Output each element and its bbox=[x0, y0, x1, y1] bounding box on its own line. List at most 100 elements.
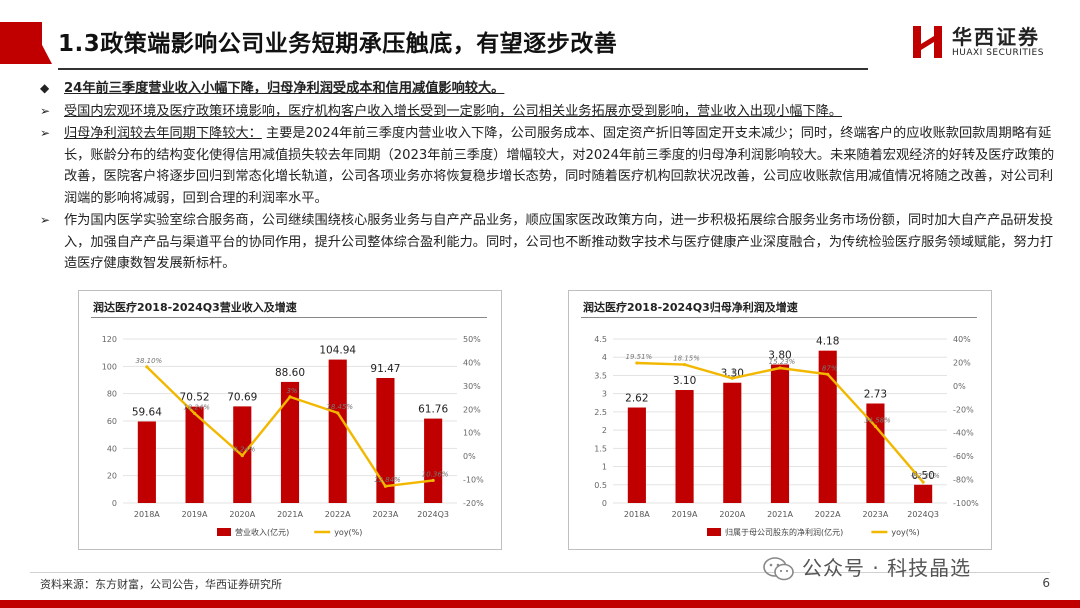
y-left-tick-label: 2 bbox=[602, 426, 607, 435]
yoy-value-label: 87% bbox=[822, 364, 838, 372]
y-left-tick-label: 3.5 bbox=[594, 371, 607, 380]
y-right-tick-label: 10% bbox=[463, 429, 481, 438]
revenue-chart-panel: 润达医疗2018-2024Q3营业收入及增速 0 20 40 60 80 100 120 -2… bbox=[78, 290, 502, 550]
y-right-tick-label: -60% bbox=[953, 452, 974, 461]
x-tick-label: 2022A bbox=[815, 510, 841, 519]
yoy-point bbox=[336, 411, 340, 415]
arrow-bullet-icon: ➢ bbox=[40, 213, 51, 227]
y-right-tick-label: 0% bbox=[953, 382, 966, 391]
x-tick-label: 2022A bbox=[325, 510, 351, 519]
yoy-value-label: 34.58% bbox=[864, 416, 891, 424]
y-left-tick-label: 40 bbox=[107, 444, 117, 453]
chart-title: 润达医疗2018-2024Q3营业收入及增速 bbox=[93, 301, 297, 314]
y-right-tick-label: -20% bbox=[953, 405, 974, 414]
chart-title: 润达医疗2018-2024Q3归母净利润及增速 bbox=[583, 301, 798, 314]
title-accent-block bbox=[0, 22, 42, 64]
bar-value-label: 59.64 bbox=[132, 406, 162, 418]
yoy-point bbox=[635, 361, 639, 365]
yoy-value-label: 3% bbox=[286, 387, 297, 395]
bar-value-label: 91.47 bbox=[370, 363, 400, 375]
y-left-tick-label: 80 bbox=[107, 390, 117, 399]
bottom-accent-bar bbox=[0, 600, 1080, 608]
y-left-tick-label: 20 bbox=[107, 472, 117, 481]
y-left-tick-label: 1.5 bbox=[594, 444, 607, 453]
yoy-value-label: 15.23% bbox=[769, 358, 796, 366]
watermark-text: 公众号 · 科技晶选 bbox=[802, 556, 972, 580]
yoy-point bbox=[921, 480, 925, 484]
legend-bar-label: 营业收入(亿元) bbox=[235, 527, 289, 537]
yoy-value-label: 18.45% bbox=[326, 403, 353, 411]
bar-value-label: 104.94 bbox=[319, 345, 356, 357]
yoy-value-label: 18.24% bbox=[183, 403, 210, 411]
bullet-text: 作为国内医学实验室综合服务商，公司继续围绕核心服务业务与自产产品业务，顺应国家医… bbox=[64, 213, 1054, 271]
bar bbox=[185, 406, 204, 503]
y-right-tick-label: -80% bbox=[953, 476, 974, 485]
yoy-point bbox=[288, 395, 292, 399]
y-left-tick-label: 0 bbox=[112, 499, 117, 508]
y-left-tick-label: 120 bbox=[102, 335, 117, 344]
bar bbox=[424, 418, 443, 503]
y-right-tick-label: 20% bbox=[953, 358, 971, 367]
bar bbox=[137, 421, 156, 503]
y-right-tick-label: -100% bbox=[953, 499, 979, 508]
bar-value-label: 70.52 bbox=[180, 392, 210, 404]
x-tick-label: 2019A bbox=[182, 510, 208, 519]
y-left-tick-label: 0.5 bbox=[594, 481, 607, 490]
x-tick-label: 2023A bbox=[863, 510, 889, 519]
yoy-point bbox=[778, 366, 782, 370]
bar bbox=[818, 350, 837, 503]
yoy-point bbox=[730, 376, 734, 380]
y-right-tick-label: 40% bbox=[953, 335, 971, 344]
legend-bar-swatch bbox=[707, 528, 721, 536]
bar bbox=[675, 390, 694, 503]
chart-title-divider bbox=[91, 317, 487, 318]
wechat-icon bbox=[763, 557, 794, 581]
page-number: 6 bbox=[1042, 576, 1050, 590]
net-profit-chart: 0 0.5 1 1.5 2 2.5 3 3.5 4 4.5 -100% -80% -60% -40% -20… bbox=[594, 335, 979, 537]
y-left-tick-label: 1 bbox=[602, 463, 607, 472]
y-left-tick-label: 100 bbox=[102, 362, 117, 371]
bar-value-label: 0.50 bbox=[911, 470, 934, 482]
bar bbox=[376, 377, 395, 503]
arrow-bullet-icon: ➢ bbox=[40, 126, 51, 140]
bar-value-label: 70.69 bbox=[227, 391, 257, 403]
bar-value-label: 88.60 bbox=[275, 367, 305, 379]
diamond-bullet-icon: ◆ bbox=[40, 81, 50, 95]
yoy-value-label: -82.21% bbox=[911, 472, 941, 480]
title-divider bbox=[58, 68, 868, 70]
y-left-tick-label: 60 bbox=[107, 417, 117, 426]
y-right-tick-label: 30% bbox=[463, 382, 481, 391]
y-right-tick-label: 40% bbox=[463, 358, 481, 367]
footer-divider bbox=[30, 572, 1050, 573]
chart-title-divider bbox=[581, 317, 977, 318]
bar bbox=[280, 381, 300, 503]
bar-value-label: 61.76 bbox=[418, 404, 448, 416]
bullet-item: ➢ 归母净利润较去年同期下降较大： 主要是2024年前三季度内营业收入下降，公司… bbox=[34, 123, 1064, 209]
revenue-chart: 0 20 40 60 80 100 120 -20% -10% 0% 10% 20% 30% 40% 50%… bbox=[102, 335, 484, 537]
x-tick-label: 2021A bbox=[767, 510, 793, 519]
y-right-tick-label: -20% bbox=[463, 499, 484, 508]
yoy-value-label: 19.51% bbox=[626, 353, 653, 361]
bar bbox=[627, 407, 646, 503]
x-tick-label: 2020A bbox=[719, 510, 745, 519]
x-tick-label: 2021A bbox=[277, 510, 303, 519]
yoy-value-label: 10.36% bbox=[422, 470, 449, 478]
x-tick-label: 2024Q3 bbox=[907, 510, 939, 519]
x-tick-label: 2018A bbox=[624, 510, 650, 519]
bar bbox=[866, 403, 885, 503]
yoy-point bbox=[240, 453, 244, 458]
x-tick-label: 2024Q3 bbox=[417, 510, 449, 519]
bullet-text: 受国内宏观环境及医疗政策环境影响，医疗机构客户收入增长受到一定影响，公司相关业务… bbox=[64, 103, 843, 119]
yoy-point bbox=[383, 484, 388, 488]
y-right-tick-label: 50% bbox=[463, 335, 481, 344]
bar bbox=[328, 359, 347, 503]
yoy-point bbox=[431, 478, 435, 483]
bullet-item: ➢ 作为国内医学实验室综合服务商，公司继续围绕核心服务业务与自产产品业务，顺应国… bbox=[34, 210, 1064, 275]
y-left-tick-label: 0 bbox=[602, 499, 607, 508]
x-tick-label: 2023A bbox=[373, 510, 399, 519]
y-left-tick-label: 4.5 bbox=[594, 335, 607, 344]
bar bbox=[723, 382, 742, 503]
bar-value-label: 2.62 bbox=[625, 393, 648, 405]
bullet-list: ◆ 24年前三季度营业收入小幅下降，归母净利润受成本和信用减值影响较大。 ➢ 受… bbox=[34, 78, 1064, 276]
bar bbox=[914, 484, 933, 503]
